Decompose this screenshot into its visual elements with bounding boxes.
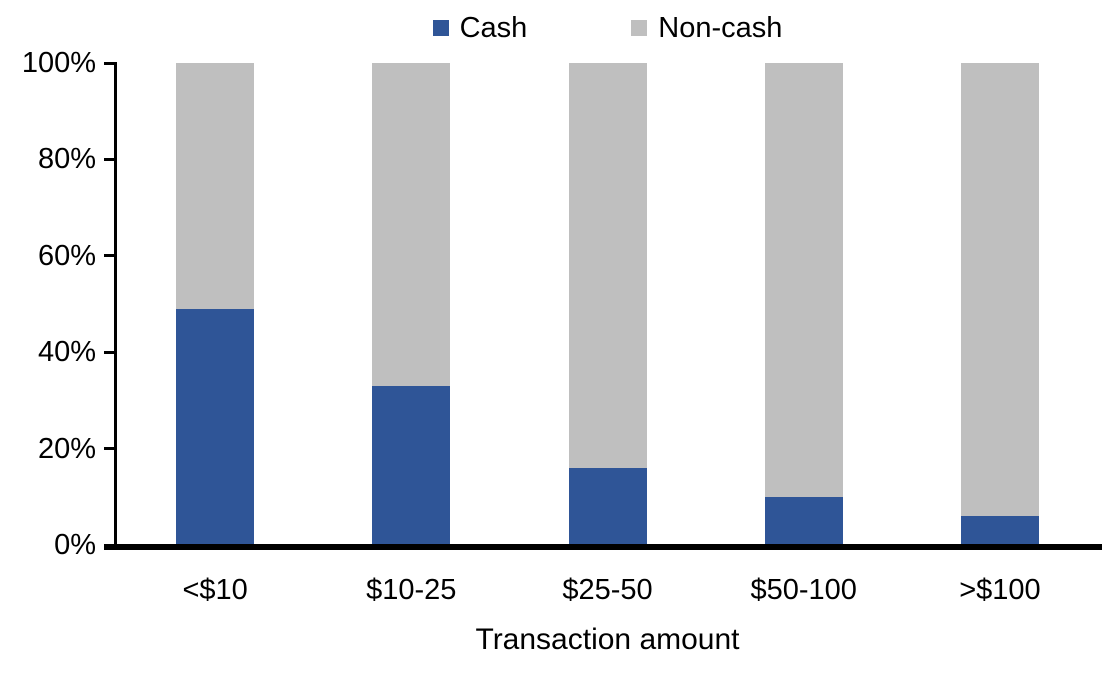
bar-segment-non-cash	[764, 63, 843, 497]
y-tick-label: 20%	[37, 432, 96, 465]
bar-segment-cash	[960, 516, 1039, 545]
bar-segment-cash	[764, 496, 843, 545]
x-tick-label: <$10	[182, 574, 248, 606]
y-tick-label: 60%	[37, 239, 96, 272]
non-cash-legend-label: Non-cash	[658, 12, 783, 44]
stacked-bar	[568, 63, 647, 545]
y-tick-label: 40%	[37, 336, 96, 369]
bar-segment-non-cash	[568, 63, 647, 468]
bar-segment-non-cash	[372, 63, 451, 386]
cash-legend-label: Cash	[459, 12, 528, 44]
y-tick-label: 100%	[21, 47, 96, 79]
y-axis-line	[114, 62, 117, 548]
x-tick-label: $25-50	[562, 574, 653, 606]
legend-item-cash: Cash	[432, 12, 528, 44]
bar-segment-cash	[372, 385, 451, 545]
stacked-bar	[372, 63, 451, 545]
stacked-bar	[764, 63, 843, 545]
cash-legend-swatch	[432, 20, 449, 36]
bar-segment-non-cash	[960, 63, 1039, 517]
y-tick-mark	[104, 254, 117, 258]
stacked-bar	[176, 63, 255, 545]
bar-slot	[902, 63, 1098, 545]
legend: Cash Non-cash	[117, 12, 1098, 44]
y-tick-label: 0%	[54, 529, 96, 561]
plot-area	[117, 63, 1098, 545]
bar-slot	[313, 63, 509, 545]
legend-item-non-cash: Non-cash	[631, 12, 782, 44]
x-axis-line	[104, 544, 1102, 550]
bar-slot	[509, 63, 705, 545]
bar-slot	[706, 63, 902, 545]
non-cash-legend-swatch	[631, 20, 648, 36]
y-tick-mark	[104, 157, 117, 161]
x-axis-title: Transaction amount	[475, 623, 740, 656]
bar-segment-cash	[176, 308, 255, 545]
bar-segment-cash	[568, 467, 647, 545]
x-tick-label: $10-25	[366, 574, 457, 606]
y-tick-mark	[104, 350, 117, 354]
y-tick-mark	[104, 447, 117, 451]
y-tick-mark	[104, 61, 117, 65]
x-tick-label: $50-100	[750, 574, 857, 606]
y-tick-label: 80%	[37, 143, 96, 176]
x-tick-label: >$100	[959, 574, 1041, 606]
bar-slot	[117, 63, 313, 545]
stacked-bar	[960, 63, 1039, 545]
x-tick-labels: <$10 $10-25 $25-50 $50-100 >$100	[117, 574, 1098, 606]
bar-segment-non-cash	[176, 63, 255, 309]
